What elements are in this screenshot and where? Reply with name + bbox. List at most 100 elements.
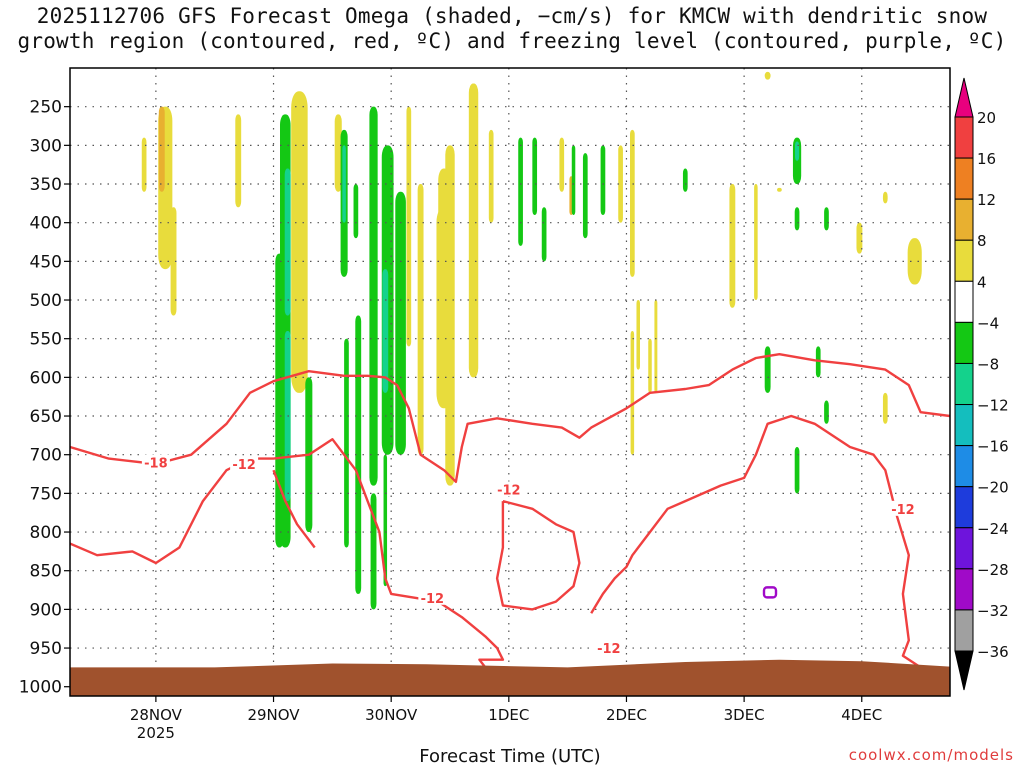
y-tick-label-0: 250 [30,98,62,118]
omega-region-28 [469,83,478,377]
y-tick-label-2: 350 [30,175,62,195]
omega-region-58 [883,192,888,204]
colorbar-swatch-11 [955,569,973,610]
contour-label-3: -12 [497,484,521,499]
omega-region-23 [406,107,411,347]
y-tick-label-13: 900 [30,600,62,620]
colorbar-swatch-8 [955,446,973,487]
omega-region-5 [291,91,307,393]
x-tick-label-4: 2DEC [606,706,647,724]
colorbar-label-5: −4 [977,314,999,332]
credit-link[interactable]: coolwx.com/models [849,746,1014,764]
omega-region-24 [418,184,424,455]
omega-region-16 [369,107,377,486]
omega-region-15 [344,339,349,548]
omega-region-37 [601,145,606,215]
y-tick-label-3: 400 [30,214,62,234]
omega-region-50 [795,141,799,160]
x-tick-label-0: 28NOV [130,706,183,724]
colorbar-label-2: 12 [977,191,996,209]
omega-region-41 [630,130,635,277]
omega-region-1 [159,107,165,192]
y-tick-label-15: 1000 [19,678,62,698]
contour-label-1: -12 [232,458,256,473]
colorbar-label-1: 16 [977,150,996,168]
y-tick-label-8: 650 [30,407,62,427]
omega-region-13 [342,145,346,222]
colorbar-swatch-6 [955,363,973,404]
colorbar-label-9: −20 [977,479,1009,497]
omega-region-8 [285,169,291,316]
omega-region-31 [532,138,537,215]
colorbar-swatch-7 [955,405,973,446]
y-tick-label-5: 500 [30,291,62,311]
omega-region-52 [795,207,800,230]
colorbar: 20161284−4−8−12−16−20−24−28−32−36 [955,78,1009,690]
y-tick-label-9: 700 [30,446,62,466]
y-tick-label-14: 950 [30,639,62,659]
x-tick-label-2: 30NOV [365,706,418,724]
colorbar-label-3: 8 [977,232,987,250]
omega-region-20 [395,192,406,455]
y-tick-label-7: 600 [30,368,62,388]
colorbar-swatch-1 [955,158,973,199]
colorbar-label-4: 4 [977,273,987,291]
contour-label-0: -18 [144,456,168,471]
y-tick-label-6: 550 [30,330,62,350]
colorbar-label-7: −12 [977,397,1009,415]
omega-region-33 [559,138,564,192]
omega-region-35 [572,145,576,215]
plot-area: -18-12-12-12-12-12 [70,68,950,696]
colorbar-swatch-9 [955,487,973,528]
omega-region-46 [754,184,758,300]
plot-background [70,68,950,696]
omega-region-27 [445,145,454,485]
omega-region-4 [235,114,241,207]
y-tick-label-10: 750 [30,484,62,504]
omega-region-14 [354,184,359,238]
y-tick-label-1: 300 [30,136,62,156]
omega-region-51 [777,188,782,192]
omega-region-47 [765,72,771,80]
omega-region-29 [489,130,494,223]
omega-region-60 [908,238,922,284]
omega-region-42 [648,339,652,393]
colorbar-label-0: 20 [977,109,996,127]
colorbar-label-13: −36 [977,643,1009,661]
omega-region-32 [542,207,547,261]
y-tick-label-12: 850 [30,562,62,582]
colorbar-swatch-4 [955,281,973,322]
omega-region-59 [883,393,888,424]
x-tick-sublabel-0: 2025 [137,724,175,742]
omega-region-30 [518,138,523,246]
colorbar-label-6: −8 [977,355,999,373]
colorbar-label-8: −16 [977,438,1009,456]
omega-region-48 [765,346,771,392]
colorbar-swatch-5 [955,322,973,363]
x-tick-label-5: 3DEC [724,706,765,724]
x-tick-label-1: 29NOV [247,706,300,724]
x-axis: 28NOV2025 29NOV 30NOV 1DEC 2DEC 3DEC 4DEC [130,696,882,742]
colorbar-top-arrow [955,78,973,117]
colorbar-swatch-2 [955,199,973,240]
omega-region-36 [583,153,588,238]
x-tick-label-3: 1DEC [488,706,529,724]
omega-region-19 [382,269,388,393]
omega-region-43 [654,300,657,393]
omega-region-56 [795,447,800,493]
omega-region-40 [636,300,640,370]
x-tick-label-6: 4DEC [841,706,882,724]
colorbar-swatch-3 [955,240,973,281]
colorbar-bottom-arrow [955,651,973,690]
omega-region-44 [683,169,688,192]
colorbar-swatch-10 [955,528,973,569]
colorbar-label-11: −28 [977,561,1009,579]
y-tick-label-11: 800 [30,523,62,543]
omega-region-54 [824,207,829,230]
colorbar-swatch-0 [955,117,973,158]
y-axis: 250 300 350 400 450 500 550 600 650 700 750 800 850 9… [19,98,70,698]
omega-region-55 [824,401,829,424]
y-tick-label-4: 450 [30,252,62,272]
contour-label-5: -12 [891,503,915,518]
contour-label-4: -12 [597,642,621,657]
